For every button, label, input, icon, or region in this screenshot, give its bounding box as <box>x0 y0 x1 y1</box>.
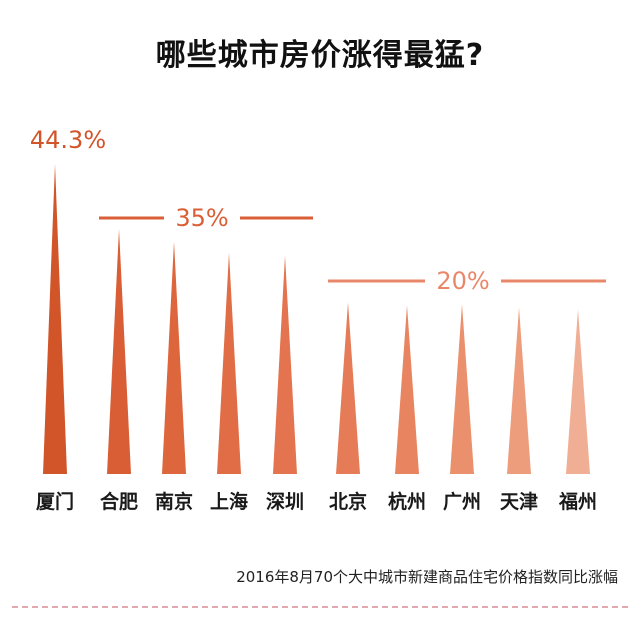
category-label-5: 深圳 <box>266 490 304 513</box>
chart-title: 哪些城市房价涨得最猛? <box>155 38 485 73</box>
bar-6 <box>336 302 360 474</box>
category-label-8: 广州 <box>443 490 481 513</box>
annotation-label-1: 44.3% <box>30 126 106 154</box>
bar-1 <box>43 164 67 474</box>
category-label-1: 厦门 <box>36 490 74 513</box>
dashed-divider <box>12 606 628 608</box>
category-label-10: 福州 <box>558 490 597 513</box>
bar-9 <box>507 307 531 474</box>
bar-10 <box>566 309 590 474</box>
bar-7 <box>395 305 419 474</box>
category-label-7: 杭州 <box>388 490 426 513</box>
bar-8 <box>450 303 474 474</box>
annotation-label-3: 20% <box>436 267 489 295</box>
category-label-2: 合肥 <box>100 490 138 513</box>
bar-2 <box>107 229 131 474</box>
annotation-label-2: 35% <box>175 204 228 232</box>
chart: 厦门 合肥 南京 上海 深圳 北京 杭州 广州 天津 福州 44.3% 35% 20% <box>30 126 606 513</box>
bar-4 <box>217 252 241 474</box>
bar-5 <box>273 255 297 474</box>
category-label-9: 天津 <box>500 490 538 513</box>
category-label-3: 南京 <box>155 490 193 513</box>
chart-footnote: 2016年8月70个大中城市新建商品住宅价格指数同比涨幅 <box>236 568 618 586</box>
bar-3 <box>162 241 186 474</box>
category-label-6: 北京 <box>329 490 367 513</box>
category-label-4: 上海 <box>210 490 248 513</box>
